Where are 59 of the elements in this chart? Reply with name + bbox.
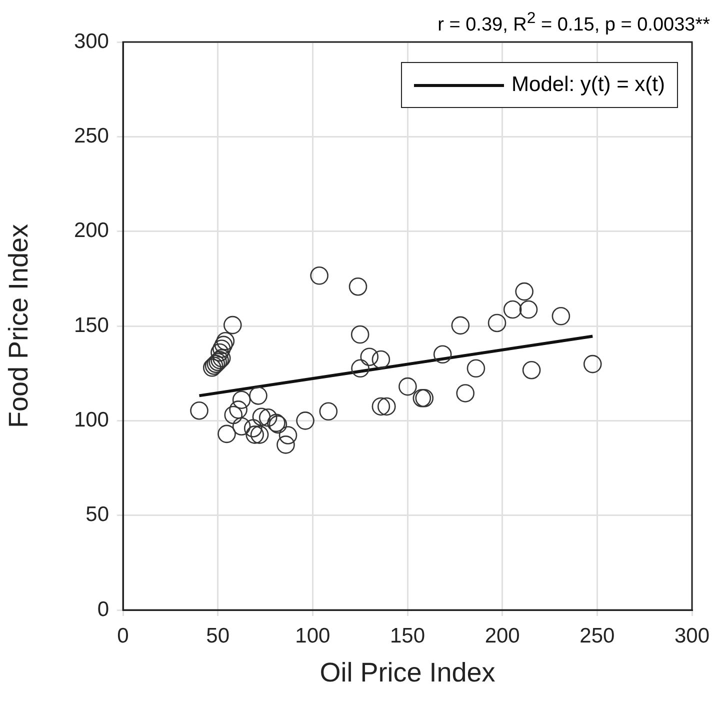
x-tick-label: 300 [674,624,710,648]
point [488,314,506,332]
point [276,436,295,454]
point [348,277,368,296]
point [372,397,390,416]
y-tick-label: 50 [86,503,109,526]
point [258,408,278,427]
point [249,386,268,405]
x-tick-label: 250 [580,624,615,648]
point [218,424,236,444]
point [232,390,251,409]
x-tick-label: 0 [117,624,129,648]
point [433,345,452,364]
point [252,408,271,426]
point [310,266,328,285]
y-tick-label: 100 [74,408,109,432]
point [296,412,314,430]
y-tick-label: 250 [74,124,109,148]
point [372,350,390,369]
point [232,417,251,436]
legend-label: Model: y(t) = x(t) [512,73,665,97]
point [278,426,298,444]
point [250,426,269,444]
chart-title: r = 0.39, R$^{2}$ = 0.15, p = 0.0033** [438,10,710,36]
point [377,397,396,416]
point [229,400,248,419]
point [360,348,379,366]
point [351,359,370,378]
point [466,359,486,378]
point [212,340,231,358]
point [552,307,570,326]
point [224,406,243,424]
point [456,384,474,402]
x-axis-title: Oil Price Index [320,657,496,688]
x-tick-label: 100 [295,624,330,648]
point [583,354,602,374]
y-tick-label: 150 [74,314,109,337]
y-tick-label: 0 [97,598,109,621]
point [515,282,534,301]
point [210,343,229,362]
point [350,325,370,344]
x-tick-label: 200 [484,624,520,648]
point [223,316,242,334]
point [451,316,470,335]
point [246,426,264,444]
point [522,360,541,380]
point [216,332,235,350]
y-tick-label: 300 [74,30,109,53]
point [503,300,522,319]
point [398,377,417,396]
x-tick-label: 50 [206,624,230,648]
x-tick-label: 150 [390,624,426,648]
point [190,401,208,420]
point [214,336,233,354]
point [319,402,338,421]
point [244,419,262,438]
point [519,300,538,319]
y-axis-title: Food Price Index [4,223,34,428]
y-tick-label: 200 [74,219,109,242]
